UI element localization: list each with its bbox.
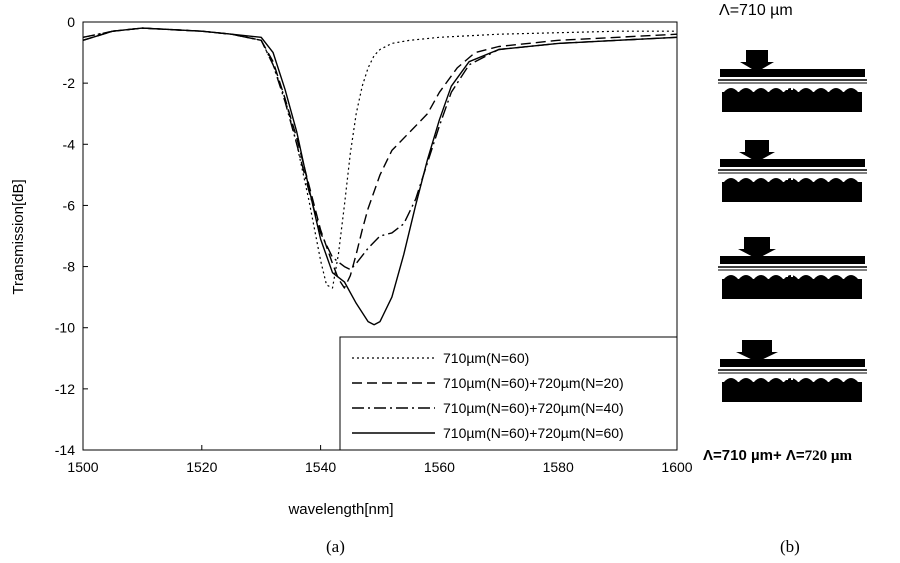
down-arrow-icon (742, 340, 772, 352)
grating-gap (786, 176, 788, 180)
series-group (82, 27, 678, 326)
y-tick-label: 0 (67, 14, 75, 30)
y-tick-label: -2 (63, 75, 76, 91)
series-line-3 (82, 27, 678, 271)
diagram-bottom-label-part1: Λ=710 µm+ Λ= (703, 447, 805, 464)
grating-gap (791, 376, 793, 380)
series-line-4 (82, 27, 678, 326)
y-tick-label: -14 (55, 442, 75, 458)
x-tick-label: 1520 (186, 459, 217, 475)
down-arrow-icon (744, 237, 770, 249)
grating-gap (796, 86, 798, 90)
series-line-1 (82, 27, 677, 289)
grating-stack-1 (718, 50, 867, 112)
legend-label-3: 710µm(N=60)+720µm(N=40) (443, 400, 624, 416)
grating-gap (796, 176, 798, 180)
diagram-bottom-label-part2: 720 µm (804, 448, 853, 464)
down-arrow-icon (745, 140, 769, 152)
arrow-head (736, 352, 778, 362)
grating-gap (791, 273, 793, 277)
arrow-head (738, 249, 776, 259)
top-plate (720, 256, 865, 264)
grating-base (722, 178, 862, 202)
top-plate (720, 359, 865, 367)
grating-gap (786, 86, 788, 90)
y-axis-ticks: 0 -2 -4 -6 -8 -10 -12 -14 (55, 14, 88, 458)
grating-base (722, 378, 862, 402)
grating-base (722, 275, 862, 299)
grating-gap (796, 273, 798, 277)
y-tick-label: -10 (55, 320, 75, 336)
top-plate (720, 159, 865, 167)
grating-stack-3 (718, 237, 867, 299)
arrow-head (740, 62, 774, 72)
legend-box (339, 336, 678, 451)
y-tick-label: -8 (63, 259, 76, 275)
y-tick-label: -6 (63, 197, 76, 213)
y-axis-label: Transmission[dB] (10, 179, 27, 294)
y-tick-label: -4 (63, 136, 76, 152)
arrow-head (739, 152, 775, 162)
x-tick-label: 1500 (67, 459, 98, 475)
legend-label-1: 710µm(N=60) (443, 350, 529, 366)
grating-gap (791, 176, 793, 180)
x-tick-label: 1560 (424, 459, 455, 475)
grating-gap (796, 376, 798, 380)
caption-a: (a) (326, 537, 345, 556)
grating-gap (786, 376, 788, 380)
series-line-2 (82, 27, 678, 289)
x-axis-label: wavelength[nm] (287, 501, 393, 518)
caption-b: (b) (780, 537, 800, 556)
x-axis-ticks: 1500 1520 1540 1560 1580 1600 (67, 445, 693, 475)
y-tick-label: -12 (55, 381, 75, 397)
grating-gap (786, 273, 788, 277)
down-arrow-icon (746, 50, 768, 62)
grating-gap (791, 86, 793, 90)
x-tick-label: 1580 (543, 459, 574, 475)
grating-stack-2 (718, 140, 867, 202)
diagram-top-label: Λ=710 µm (719, 2, 793, 19)
legend: 710µm(N=60) 710µm(N=60)+720µm(N=20) 710µm(… (339, 336, 678, 451)
legend-label-2: 710µm(N=60)+720µm(N=20) (443, 375, 624, 391)
diagram-bottom-label: Λ=710 µm+ Λ=720 µm (703, 447, 852, 465)
x-tick-label: 1600 (661, 459, 692, 475)
legend-label-4: 710µm(N=60)+720µm(N=60) (443, 425, 624, 441)
x-tick-label: 1540 (305, 459, 336, 475)
grating-stack-4 (718, 340, 867, 402)
grating-diagram (718, 50, 867, 402)
grating-base (722, 88, 862, 112)
top-plate (720, 69, 865, 77)
